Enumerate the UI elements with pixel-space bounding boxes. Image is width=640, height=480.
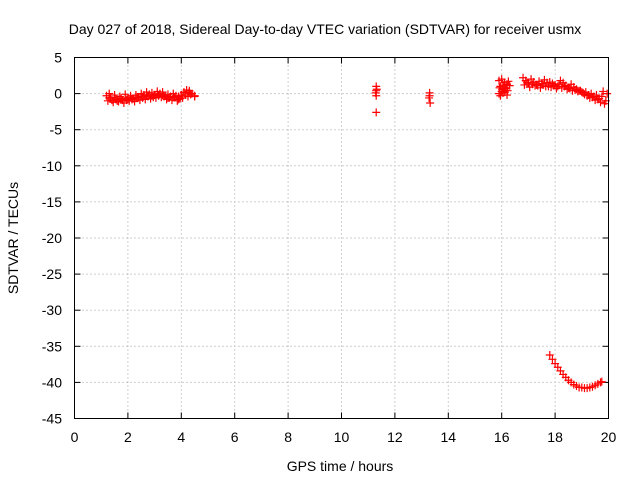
x-tick-label: 14 — [441, 429, 457, 445]
x-tick-label: 4 — [177, 429, 185, 445]
data-point — [185, 86, 194, 95]
data-point — [165, 93, 174, 102]
data-point — [555, 80, 564, 89]
data-point — [533, 81, 542, 90]
data-point — [111, 95, 120, 104]
data-point — [154, 91, 163, 100]
data-point — [122, 96, 131, 105]
data-point — [126, 91, 135, 100]
data-point — [425, 93, 434, 102]
data-point — [163, 90, 172, 99]
y-tick-label: -25 — [42, 266, 62, 282]
data-point — [186, 90, 195, 99]
data-point — [371, 88, 380, 97]
data-point — [596, 98, 605, 107]
x-tick-labels: 0 2 4 6 8 10 12 14 16 18 20 — [71, 429, 617, 445]
data-point — [576, 86, 585, 95]
y-tick-label: -35 — [42, 338, 62, 354]
y-tick-label: 0 — [54, 86, 62, 102]
x-tick-label: 12 — [387, 429, 403, 445]
y-tick-label: -10 — [42, 158, 62, 174]
data-point — [133, 93, 142, 102]
data-point — [571, 85, 580, 94]
y-tick-label: -20 — [42, 230, 62, 246]
x-tick-label: 6 — [231, 429, 239, 445]
data-point — [581, 88, 590, 97]
data-points — [102, 73, 612, 393]
x-tick-label: 0 — [71, 429, 79, 445]
data-point — [127, 95, 136, 104]
data-point — [548, 355, 557, 364]
data-point — [528, 80, 537, 89]
data-point — [505, 81, 514, 90]
y-tick-label: 5 — [54, 50, 62, 66]
data-point — [110, 91, 119, 100]
data-point — [600, 99, 609, 108]
data-point — [121, 90, 130, 99]
data-point — [560, 82, 569, 91]
data-point — [105, 89, 114, 98]
data-point — [599, 87, 608, 96]
data-point — [565, 84, 574, 93]
data-point — [106, 93, 115, 102]
data-point — [501, 84, 510, 93]
data-point — [147, 88, 156, 97]
data-point — [504, 77, 513, 86]
data-point — [549, 81, 558, 90]
data-point — [169, 89, 178, 98]
data-point — [153, 87, 162, 96]
y-tick-label: -5 — [50, 122, 63, 138]
x-tick-label: 8 — [284, 429, 292, 445]
data-point — [596, 378, 605, 387]
data-point — [499, 88, 508, 97]
data-point — [181, 91, 190, 100]
grid — [74, 57, 609, 419]
x-tick-label: 18 — [547, 429, 563, 445]
y-tick-labels: 5 0 -5 -10 -15 -20 -25 -30 -35 -40 -45 — [42, 50, 62, 427]
y-tick-label: -15 — [42, 194, 62, 210]
data-point — [137, 89, 146, 98]
data-point — [190, 92, 199, 101]
data-point — [587, 89, 596, 98]
y-axis-label: SDTVAR / TECUs — [5, 182, 21, 294]
data-point — [603, 89, 612, 98]
data-point — [170, 93, 179, 102]
data-point — [597, 377, 606, 386]
data-point — [142, 88, 151, 97]
data-point — [426, 98, 435, 107]
data-point — [158, 88, 167, 97]
x-axis-label: GPS time / hours — [287, 458, 394, 474]
data-point — [159, 92, 168, 101]
data-point — [592, 91, 601, 100]
x-tick-label: 10 — [334, 429, 350, 445]
plot-frame — [74, 57, 609, 419]
y-tick-label: -40 — [42, 374, 62, 390]
data-point — [544, 82, 553, 91]
x-tick-label: 16 — [494, 429, 510, 445]
data-point — [143, 92, 152, 101]
data-point — [117, 94, 126, 103]
data-point — [597, 92, 606, 101]
y-tick-label: -45 — [42, 411, 62, 427]
data-point — [138, 93, 147, 102]
chart-title: Day 027 of 2018, Sidereal Day-to-day VTE… — [69, 21, 582, 37]
data-point — [545, 350, 554, 359]
data-point — [523, 78, 532, 87]
data-point — [372, 108, 381, 117]
data-point — [175, 94, 184, 103]
data-point — [372, 85, 381, 94]
x-tick-label: 2 — [124, 429, 132, 445]
data-point — [539, 80, 548, 89]
y-tick-label: -30 — [42, 302, 62, 318]
data-point — [149, 93, 158, 102]
x-tick-label: 20 — [601, 429, 617, 445]
